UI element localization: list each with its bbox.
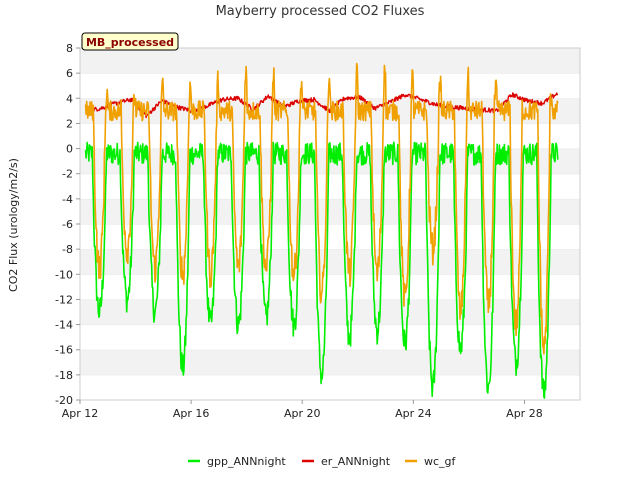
x-axis: Apr 12 Apr 16 Apr 20 Apr 24 Apr 28: [62, 400, 543, 420]
series-line-gpp_ANNnight: [84, 141, 559, 399]
grid-band: [80, 198, 580, 224]
y-tick-label: -16: [55, 344, 73, 357]
grid-band: [80, 224, 580, 250]
y-tick-label: 2: [66, 117, 73, 130]
grid-band: [80, 173, 580, 199]
y-tick-label: 0: [66, 143, 73, 156]
y-tick-label: 6: [66, 67, 73, 80]
legend-label: gpp_ANNnight: [207, 455, 286, 468]
legend-label: wc_gf: [424, 455, 457, 468]
y-tick-label: 8: [66, 42, 73, 55]
y-tick-label: -6: [62, 218, 73, 231]
y-tick-label: 4: [66, 92, 73, 105]
grid-band: [80, 299, 580, 325]
dataset-tag-box: [81, 32, 179, 51]
y-axis-label: CO2 Flux (urology/m2/s): [7, 158, 20, 292]
dataset-tag: MB_processed: [81, 32, 179, 51]
legend-item: er_ANNnight: [302, 455, 391, 468]
legend-item: gpp_ANNnight: [188, 455, 286, 468]
chart-title: Mayberry processed CO2 Fluxes: [216, 4, 425, 19]
grid-band: [80, 324, 580, 350]
y-tick-label: -8: [62, 243, 73, 256]
legend-label: er_ANNnight: [321, 455, 391, 468]
x-tick-label: Apr 20: [284, 407, 321, 420]
series-layer: [84, 62, 559, 399]
grid-band: [80, 374, 580, 400]
x-tick-label: Apr 28: [506, 407, 543, 420]
y-tick-label: -2: [62, 168, 73, 181]
grid-band: [80, 249, 580, 275]
grid-band: [80, 274, 580, 300]
grid-band: [80, 349, 580, 375]
legend: gpp_ANNnight er_ANNnight wc_gf: [188, 455, 457, 468]
legend-item: wc_gf: [405, 455, 457, 468]
y-tick-label: -10: [55, 268, 73, 281]
x-tick-label: Apr 24: [395, 407, 432, 420]
series-line-wc_gf: [84, 62, 559, 355]
y-tick-label: -14: [55, 319, 73, 332]
x-tick-label: Apr 12: [62, 407, 99, 420]
grid-band: [80, 48, 580, 74]
y-tick-label: -12: [55, 293, 73, 306]
dataset-tag-label: MB_processed: [86, 36, 174, 49]
y-tick-label: -4: [62, 193, 73, 206]
x-tick-label: Apr 16: [173, 407, 210, 420]
y-tick-label: -20: [55, 394, 73, 407]
y-tick-label: -18: [55, 369, 73, 382]
